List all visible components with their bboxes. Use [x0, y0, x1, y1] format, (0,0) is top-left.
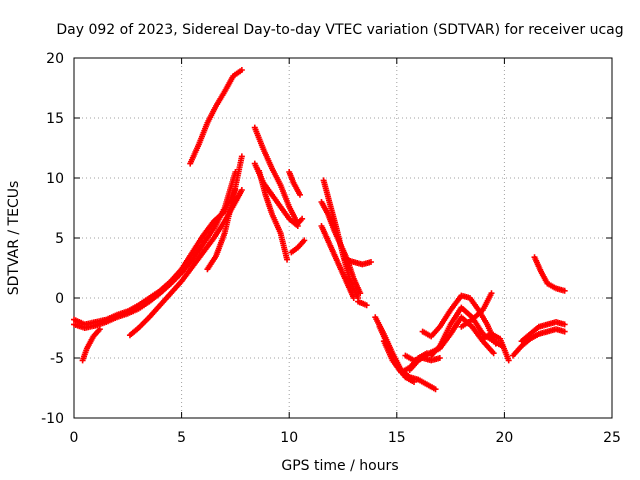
data-point	[411, 379, 418, 385]
series-track-k	[288, 237, 308, 256]
y-axis-label: SDTVAR / TECUs	[6, 181, 22, 296]
data-point	[561, 287, 568, 294]
y-tick-label: -10	[41, 411, 64, 427]
data-point	[301, 237, 308, 244]
series-track-ab	[531, 254, 568, 294]
x-tick-label: 10	[280, 430, 298, 446]
y-tick-label: 10	[46, 171, 64, 187]
x-tick-label: 0	[70, 430, 79, 446]
series-track-x	[458, 290, 495, 330]
data-point	[561, 321, 568, 328]
chart-title: Day 092 of 2023, Sidereal Day-to-day VTE…	[56, 22, 623, 38]
data-point	[296, 191, 303, 198]
series-track-f	[187, 67, 245, 167]
data-point	[436, 355, 443, 361]
data-series	[71, 67, 568, 393]
series-track-aa	[518, 319, 568, 345]
y-tick-label: 5	[55, 231, 64, 247]
data-point	[561, 328, 568, 335]
y-tick-label: 0	[55, 291, 64, 307]
series-track-p	[355, 298, 370, 309]
series-track-c	[79, 326, 103, 364]
data-point	[96, 326, 103, 333]
x-axis-label: GPS time / hours	[281, 458, 398, 474]
series-track-e	[204, 153, 245, 273]
data-point	[490, 350, 497, 357]
data-point	[238, 67, 245, 73]
series-track-m	[320, 177, 362, 301]
grid	[74, 58, 612, 418]
data-point	[432, 386, 439, 393]
data-point	[505, 357, 512, 364]
y-tick-label: 20	[46, 51, 64, 67]
series-track-n	[318, 223, 357, 301]
series-track-o	[342, 256, 374, 268]
x-tick-label: 15	[388, 430, 406, 446]
data-point	[350, 295, 357, 301]
data-point	[488, 290, 495, 297]
series-track-b	[71, 169, 239, 331]
data-point	[238, 153, 245, 160]
data-point	[299, 215, 306, 222]
data-point	[294, 223, 301, 229]
x-tick-label: 5	[177, 430, 186, 446]
axis-ticks: 0 5 10 15 20 25 -10 -5 0 5 10 15 20	[41, 51, 621, 446]
series-track-j	[286, 169, 303, 198]
series-track-s	[380, 338, 430, 376]
x-tick-label: 20	[495, 430, 513, 446]
data-point	[238, 187, 245, 193]
series-track-z	[510, 326, 568, 359]
data-point	[357, 290, 364, 297]
data-point	[284, 256, 291, 263]
series-track-i	[256, 167, 291, 263]
x-tick-label: 25	[603, 430, 621, 446]
series-track-y	[479, 331, 512, 364]
data-point	[363, 302, 370, 309]
data-point	[367, 259, 374, 265]
y-tick-label: -5	[50, 351, 64, 367]
y-tick-label: 15	[46, 111, 64, 127]
